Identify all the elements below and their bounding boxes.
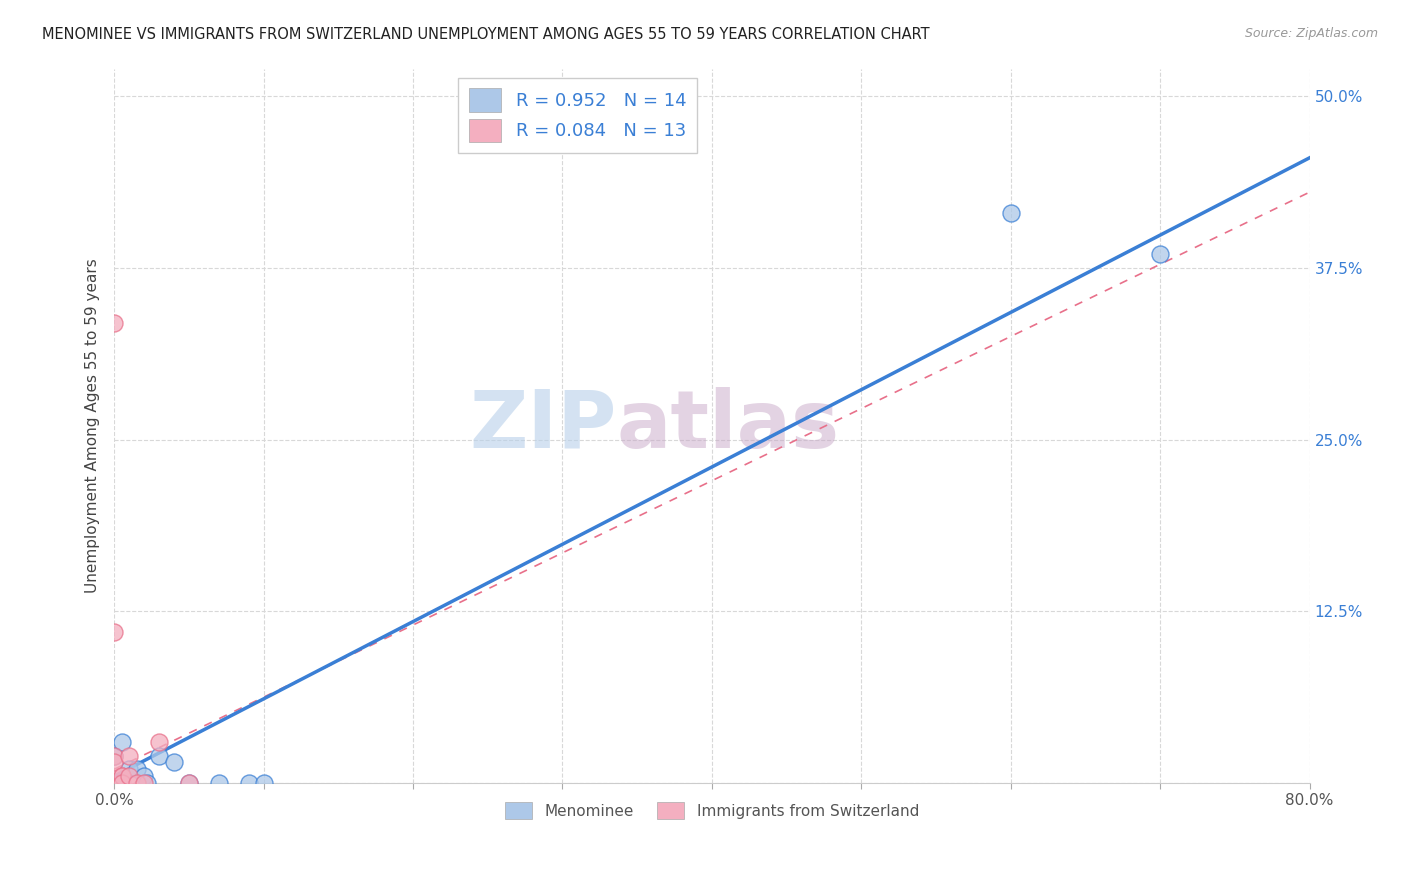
Point bbox=[103, 748, 125, 763]
Point bbox=[111, 769, 134, 783]
Point bbox=[103, 624, 125, 639]
Point bbox=[103, 748, 125, 763]
Point bbox=[103, 316, 125, 330]
Legend: Menominee, Immigrants from Switzerland: Menominee, Immigrants from Switzerland bbox=[499, 796, 925, 825]
Text: MENOMINEE VS IMMIGRANTS FROM SWITZERLAND UNEMPLOYMENT AMONG AGES 55 TO 59 YEARS : MENOMINEE VS IMMIGRANTS FROM SWITZERLAND… bbox=[42, 27, 929, 42]
Point bbox=[103, 756, 125, 770]
Point bbox=[111, 769, 134, 783]
Text: atlas: atlas bbox=[616, 387, 839, 465]
Point bbox=[136, 776, 159, 790]
Text: ZIP: ZIP bbox=[470, 387, 616, 465]
Point bbox=[125, 776, 148, 790]
Point bbox=[1000, 206, 1022, 220]
Point bbox=[238, 776, 260, 790]
Point bbox=[252, 776, 274, 790]
Point bbox=[118, 762, 141, 776]
Point bbox=[177, 776, 200, 790]
Text: Source: ZipAtlas.com: Source: ZipAtlas.com bbox=[1244, 27, 1378, 40]
Point bbox=[132, 776, 155, 790]
Point bbox=[208, 776, 231, 790]
Point bbox=[111, 776, 134, 790]
Point bbox=[118, 748, 141, 763]
Point bbox=[148, 748, 170, 763]
Point bbox=[177, 776, 200, 790]
Point bbox=[125, 762, 148, 776]
Y-axis label: Unemployment Among Ages 55 to 59 years: Unemployment Among Ages 55 to 59 years bbox=[86, 259, 100, 593]
Point bbox=[163, 756, 186, 770]
Point bbox=[148, 735, 170, 749]
Point bbox=[1149, 247, 1171, 261]
Point bbox=[111, 735, 134, 749]
Point bbox=[118, 769, 141, 783]
Point bbox=[132, 769, 155, 783]
